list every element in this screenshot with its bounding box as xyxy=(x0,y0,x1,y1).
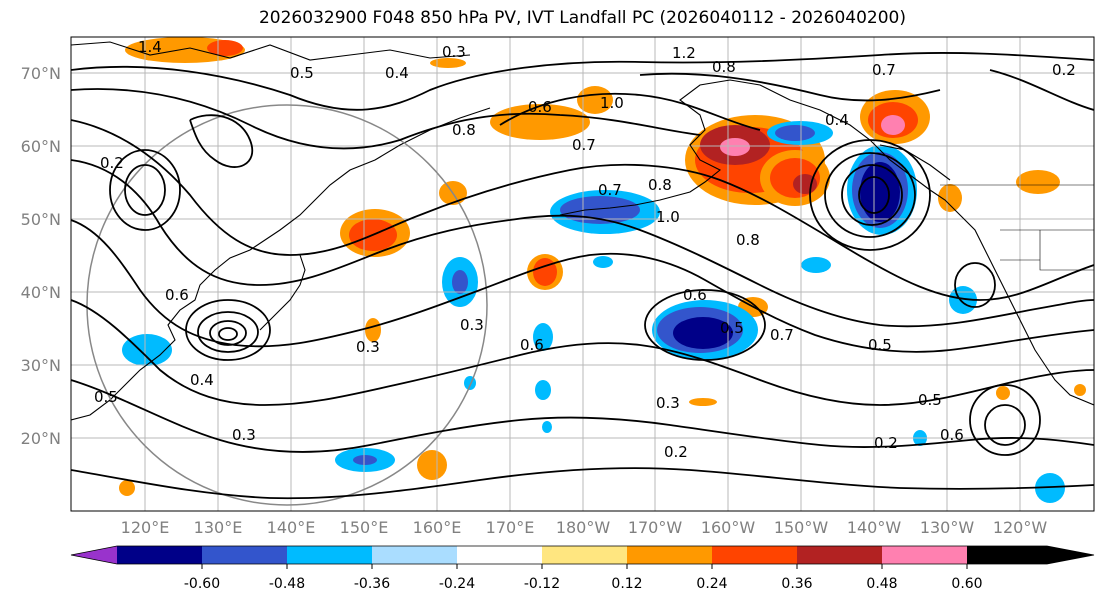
lat-label: 60°N xyxy=(21,137,61,156)
lon-label: 120°W xyxy=(993,518,1048,537)
map-border xyxy=(70,36,1095,512)
contour-label: 1.0 xyxy=(656,208,680,226)
contour-label: 0.4 xyxy=(825,111,849,129)
colorbar-ticks xyxy=(201,564,968,569)
lat-label: 70°N xyxy=(21,64,61,83)
contour-label: 0.6 xyxy=(165,286,189,304)
contour-label: 0.7 xyxy=(572,136,596,154)
contour-label: 0.3 xyxy=(232,426,256,444)
colorbar-tick-label: 0.24 xyxy=(696,576,727,592)
positive-anomaly-yukon xyxy=(860,90,930,144)
colorbar-segment xyxy=(797,546,882,564)
colorbar-tick-label: -0.60 xyxy=(184,576,220,592)
contour-label: 0.3 xyxy=(656,394,680,412)
contour-label: 0.6 xyxy=(528,98,552,116)
positive-anomaly-canada xyxy=(1016,170,1060,194)
contour-label: 0.5 xyxy=(720,319,744,337)
colorbar-tick-label: -0.48 xyxy=(269,576,305,592)
lon-label: 140°E xyxy=(267,518,316,537)
lon-label: 160°W xyxy=(701,518,756,537)
contour-label: 0.4 xyxy=(385,64,409,82)
colorbar-segment xyxy=(287,546,372,564)
colorbar-segment xyxy=(542,546,627,564)
contour-label: 0.8 xyxy=(712,58,736,76)
colorbar-segment xyxy=(117,546,202,564)
colorbar-segment xyxy=(202,546,287,564)
lon-label: 120°E xyxy=(121,518,170,537)
contour-label: 0.8 xyxy=(736,231,760,249)
contour-label: 0.6 xyxy=(683,286,707,304)
contour-label: 0.3 xyxy=(442,43,466,61)
contour-label: 0.4 xyxy=(190,371,214,389)
colorbar-tick-label: 0.60 xyxy=(951,576,982,592)
contour-label: 0.2 xyxy=(1052,61,1076,79)
colorbar-segment xyxy=(372,546,457,564)
contour-label: 0.5 xyxy=(94,388,118,406)
lat-label: 50°N xyxy=(21,210,61,229)
contour-label: 0.5 xyxy=(290,64,314,82)
contour-label: 0.2 xyxy=(100,154,124,172)
graticule xyxy=(71,37,1094,511)
colorbar-segment xyxy=(627,546,712,564)
colorbar-tick-label: 0.48 xyxy=(866,576,897,592)
contour-label: 0.2 xyxy=(874,434,898,452)
contour-label: 0.8 xyxy=(452,121,476,139)
contour-label: 0.3 xyxy=(460,316,484,334)
colorbar-tick-label: -0.24 xyxy=(439,576,475,592)
positive-anomaly-arctic-west xyxy=(125,37,245,63)
colorbar-tick-label: 0.12 xyxy=(611,576,642,592)
lon-label: 160°E xyxy=(413,518,462,537)
lon-label: 170°E xyxy=(486,518,535,537)
lat-label: 30°N xyxy=(21,356,61,375)
contour-label: 0.2 xyxy=(664,443,688,461)
contour-labels: 1.4 0.3 0.6 1.2 0.8 0.4 0.5 0.7 1.0 0.2 … xyxy=(94,38,1076,461)
contour-label: 0.6 xyxy=(940,426,964,444)
colorbar-segment xyxy=(712,546,797,564)
contour-label: 1.2 xyxy=(672,44,696,62)
lon-label: 130°E xyxy=(194,518,243,537)
lon-label: 180°W xyxy=(556,518,611,537)
contour-label: 1.0 xyxy=(600,94,624,112)
lon-label: 150°W xyxy=(774,518,829,537)
negative-anomaly-central-pacific xyxy=(652,300,758,360)
lon-label: 170°W xyxy=(628,518,683,537)
colorbar: -0.60 -0.48 -0.36 -0.24 -0.12 0.12 0.24 … xyxy=(70,545,1095,592)
pv-contours xyxy=(71,52,1094,500)
contour-label: 0.3 xyxy=(356,338,380,356)
longitude-labels: 120°E 130°E 140°E 150°E 160°E 170°E 180°… xyxy=(121,518,1048,537)
contour-label: 0.5 xyxy=(868,336,892,354)
contour-label: 0.7 xyxy=(872,61,896,79)
lon-label: 150°E xyxy=(340,518,389,537)
negative-anomaly-aleutian xyxy=(550,190,660,234)
contour-label: 0.6 xyxy=(520,336,544,354)
colorbar-tick-label: -0.36 xyxy=(354,576,390,592)
map-title: 2026032900 F048 850 hPa PV, IVT Landfall… xyxy=(258,8,906,28)
contour-label: 1.4 xyxy=(138,38,162,56)
positive-anomaly-bering xyxy=(490,86,613,140)
lat-label: 20°N xyxy=(21,429,61,448)
positive-anomaly-bc xyxy=(938,184,962,212)
colorbar-tick-label: 0.36 xyxy=(781,576,812,592)
latitude-labels: 70°N 60°N 50°N 40°N 30°N 20°N xyxy=(21,64,61,448)
colorbar-extend-high xyxy=(967,546,1094,564)
colorbar-tick-label: -0.12 xyxy=(524,576,560,592)
contour-label: 0.8 xyxy=(648,176,672,194)
reference-circle xyxy=(86,104,488,506)
lon-label: 130°W xyxy=(920,518,975,537)
contour-label: 0.5 xyxy=(918,391,942,409)
political-borders xyxy=(940,184,1094,271)
lat-label: 40°N xyxy=(21,283,61,302)
colorbar-segment xyxy=(882,546,967,564)
negative-anomaly-china-coast xyxy=(122,334,172,366)
colorbar-segment xyxy=(457,546,542,564)
contour-label: 0.7 xyxy=(770,326,794,344)
colorbar-extend-low xyxy=(71,546,117,564)
anomaly-fill-layer xyxy=(119,37,1086,503)
lon-label: 140°W xyxy=(847,518,902,537)
contour-label: 0.7 xyxy=(598,181,622,199)
